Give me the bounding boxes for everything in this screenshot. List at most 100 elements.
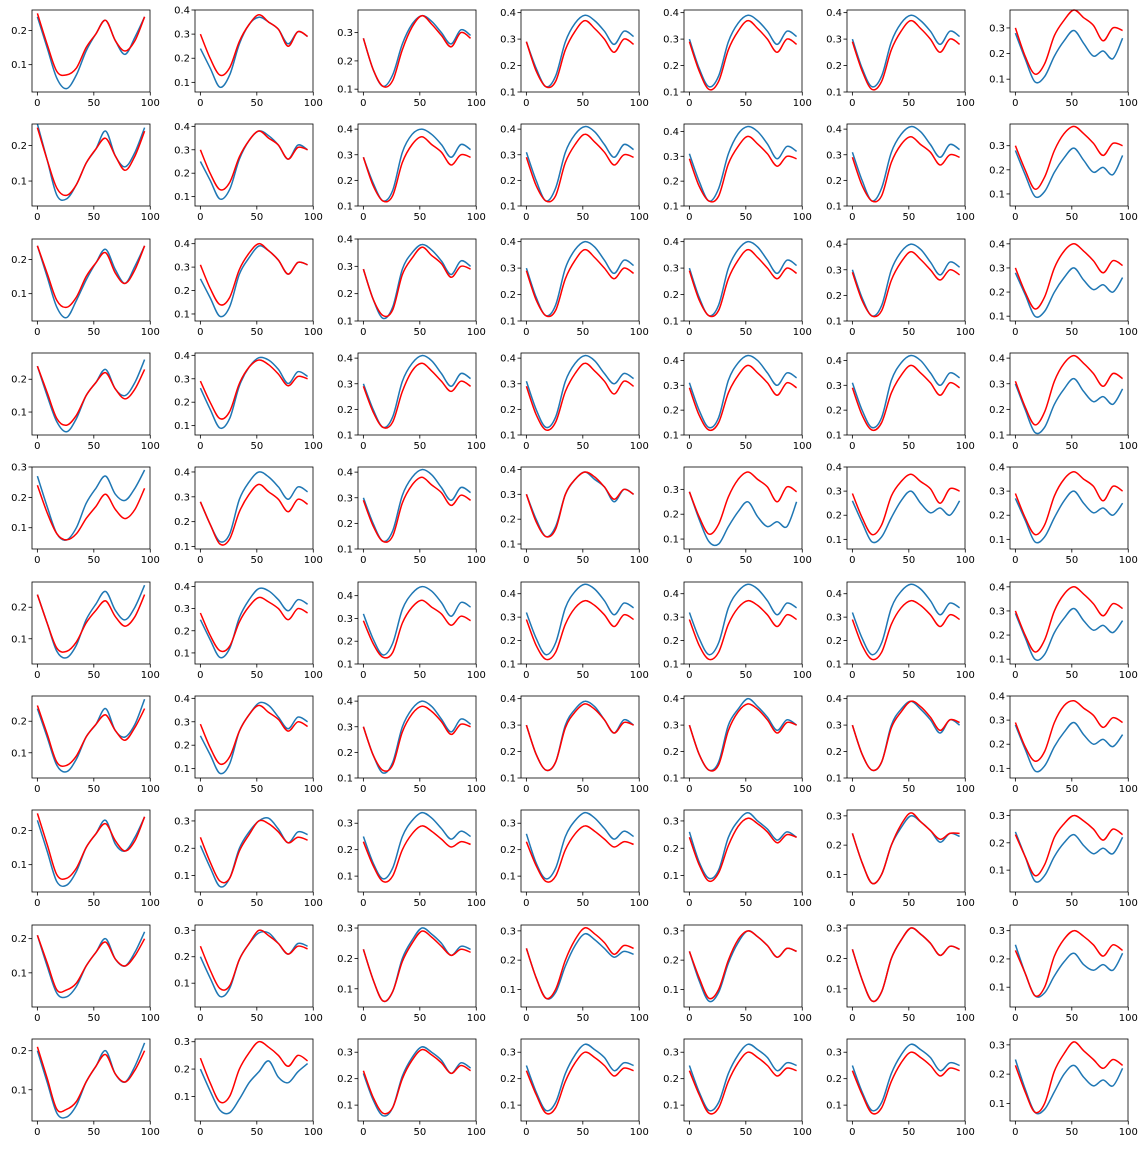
- x-tick-label: 0: [1012, 784, 1018, 795]
- y-tick-label: 0.2: [500, 1074, 516, 1085]
- axes-frame: [357, 123, 477, 207]
- y-tick-label: 0.4: [500, 237, 516, 248]
- x-tick-label: 50: [902, 555, 915, 566]
- y-tick-label: 0.3: [174, 263, 190, 274]
- axes-frame: [31, 695, 151, 779]
- panel-r5-c1: 0 50 100 0.1 0.2 0.3: [11, 463, 160, 567]
- y-tick-label: 0.4: [826, 356, 842, 367]
- x-tick-label: 50: [739, 784, 752, 795]
- x-tick-label: 100: [467, 441, 486, 452]
- x-tick-label: 50: [87, 327, 100, 338]
- series-line-blue: [688, 1043, 797, 1112]
- y-tick-label: 0.2: [11, 1046, 27, 1057]
- x-tick-label: 0: [1012, 98, 1018, 109]
- x-tick-label: 0: [849, 98, 855, 109]
- y-tick-label: 0.4: [826, 8, 842, 19]
- x-tick-label: 100: [1119, 98, 1138, 109]
- panel-r3-c2: 0 50 100 0.1 0.2 0.3 0.4: [174, 238, 323, 338]
- y-tick-label: 0.3: [663, 485, 679, 496]
- x-tick-label: 100: [630, 98, 649, 109]
- x-tick-label: 100: [793, 212, 812, 223]
- y-tick-label: 0.3: [989, 716, 1005, 727]
- series-line-blue: [851, 583, 961, 656]
- y-tick-label: 0.1: [500, 431, 516, 442]
- x-tick-label: 0: [686, 441, 692, 452]
- x-tick-label: 0: [197, 784, 203, 795]
- panel-r3-c4: 0 50 100 0.1 0.2 0.3 0.4: [500, 237, 649, 338]
- panel-r5-c4: 0 50 100 0.1 0.2 0.3 0.4: [500, 465, 649, 566]
- x-tick-label: 50: [902, 98, 915, 109]
- axes-frame: [31, 352, 151, 436]
- panel-r8-c3: 0 50 100 0.1 0.2 0.3: [337, 809, 486, 909]
- series-line-red: [1014, 243, 1124, 310]
- y-tick-label: 0.4: [989, 463, 1005, 474]
- axes-frame: [1009, 924, 1129, 1008]
- axes-frame: [31, 809, 151, 893]
- series-line-red: [525, 599, 635, 661]
- x-tick-label: 100: [141, 670, 160, 681]
- y-tick-label: 0.1: [663, 774, 679, 785]
- series-line-blue: [688, 697, 798, 772]
- y-tick-label: 0.4: [500, 589, 516, 600]
- y-tick-label: 0.3: [663, 264, 679, 275]
- x-tick-label: 0: [686, 784, 692, 795]
- y-tick-label: 0.1: [826, 535, 842, 546]
- x-tick-label: 100: [304, 98, 323, 109]
- series-line-red: [362, 1048, 471, 1115]
- axes-frame: [520, 466, 640, 550]
- y-tick-label: 0.1: [174, 542, 190, 553]
- y-tick-label: 0.4: [174, 239, 190, 250]
- y-tick-label: 0.3: [500, 721, 516, 732]
- series-line-blue: [525, 932, 634, 1000]
- y-tick-label: 0.2: [174, 286, 190, 297]
- y-tick-label: 0.1: [663, 660, 679, 671]
- panel-r7-c7: 0 50 100 0.1 0.2 0.3 0.4: [989, 692, 1138, 796]
- y-tick-label: 0.4: [989, 692, 1005, 703]
- y-tick-label: 0.1: [989, 189, 1005, 200]
- series-line-red: [688, 703, 797, 772]
- y-tick-label: 0.2: [989, 631, 1005, 642]
- y-tick-label: 0.1: [663, 431, 679, 442]
- x-tick-label: 100: [304, 441, 323, 452]
- x-tick-label: 0: [849, 327, 855, 338]
- series-line-red: [362, 599, 471, 659]
- y-tick-label: 0.3: [337, 819, 353, 830]
- axes-frame: [31, 1038, 151, 1122]
- y-tick-label: 0.2: [989, 740, 1005, 751]
- panel-r8-c7: 0 50 100 0.1 0.2 0.3: [989, 809, 1138, 909]
- panel-r4-c5: 0 50 100 0.1 0.2 0.3 0.4: [663, 352, 812, 452]
- y-tick-label: 0.3: [989, 606, 1005, 617]
- x-tick-label: 0: [849, 898, 855, 909]
- panel-r5-c5: 0 50 100 0.1 0.2 0.3: [663, 466, 812, 566]
- x-tick-label: 100: [630, 555, 649, 566]
- y-tick-label: 0.3: [500, 613, 516, 624]
- x-tick-label: 0: [523, 327, 529, 338]
- x-tick-label: 0: [523, 555, 529, 566]
- x-tick-label: 100: [304, 784, 323, 795]
- y-tick-label: 0.4: [337, 697, 353, 708]
- axes-frame: [194, 1038, 314, 1122]
- y-tick-label: 0.1: [500, 985, 516, 996]
- y-tick-label: 0.3: [826, 1048, 842, 1059]
- x-tick-label: 0: [849, 1013, 855, 1024]
- x-tick-label: 100: [1119, 898, 1138, 909]
- axes-frame: [31, 9, 151, 93]
- y-tick-label: 0.3: [989, 263, 1005, 274]
- x-tick-label: 50: [902, 1013, 915, 1024]
- axes-frame: [1009, 9, 1129, 93]
- x-tick-label: 0: [523, 670, 529, 681]
- y-tick-label: 0.1: [337, 774, 353, 785]
- x-tick-label: 100: [956, 898, 975, 909]
- series-line-blue: [362, 811, 472, 880]
- panel-r6-c4: 0 50 100 0.1 0.2 0.3 0.4: [500, 581, 649, 681]
- series-line-red: [36, 1046, 146, 1113]
- series-line-red: [851, 19, 961, 91]
- y-tick-label: 0.2: [174, 844, 190, 855]
- x-tick-label: 0: [360, 555, 366, 566]
- series-line-red: [1014, 9, 1123, 76]
- y-tick-label: 0.1: [174, 309, 190, 320]
- x-tick-label: 100: [793, 1013, 812, 1024]
- axes-frame: [520, 123, 640, 207]
- y-tick-label: 0.2: [174, 1065, 190, 1076]
- y-tick-label: 0.3: [337, 493, 353, 504]
